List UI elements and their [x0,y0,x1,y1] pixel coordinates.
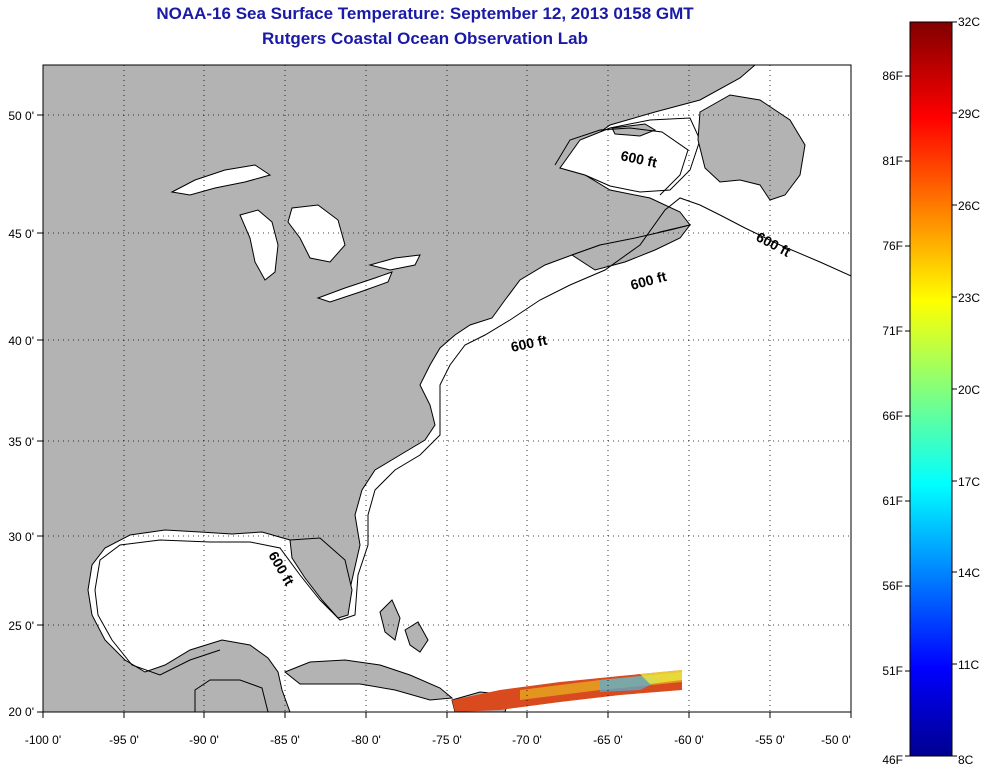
anticosti-island [611,123,657,137]
fahrenheit-label: 46F [882,753,903,767]
celsius-label: 26C [958,199,980,213]
fahrenheit-label: 61F [882,494,903,508]
color-scale-bar [909,21,953,757]
lake-huron [287,204,346,263]
lake-michigan [239,209,279,281]
fahrenheit-label: 86F [882,69,903,83]
florida-land [289,537,353,619]
map-title: NOAA-16 Sea Surface Temperature: Septemb… [156,4,694,23]
lat-label: 25 0' [8,619,34,633]
isobath-600ft [94,197,851,676]
lon-label: -95 0' [109,733,139,747]
fahrenheit-label: 81F [882,154,903,168]
celsius-label: 29C [958,107,980,121]
lat-label: 50 0' [8,109,34,123]
lat-label: 35 0' [8,435,34,449]
lon-label: -50 0' [821,733,851,747]
north-america-land [43,65,756,712]
celsius-label: 11C [958,658,979,672]
bahamas-land [379,599,401,641]
contour-label: 600 ft [619,147,658,170]
newfoundland-land [697,94,806,201]
lon-label: -75 0' [432,733,462,747]
tick-marks [37,114,852,718]
celsius-label: 20C [958,383,980,397]
celsius-label: 32C [958,15,980,29]
lat-label: 30 0' [8,530,34,544]
lon-label: -55 0' [755,733,785,747]
lake-superior [170,164,272,196]
celsius-label: 8C [958,753,974,767]
lon-label: -70 0' [512,733,542,747]
lake-erie [316,271,393,303]
yucatan-land [194,679,269,712]
celsius-label: 14C [958,566,980,580]
lat-label: 20 0' [8,705,34,719]
lat-label: 45 0' [8,227,34,241]
lon-label: -65 0' [593,733,623,747]
fahrenheit-label: 76F [882,239,903,253]
fahrenheit-label: 51F [882,664,903,678]
fahrenheit-label: 66F [882,409,903,423]
bahamas-land-2 [404,621,429,653]
cuba-land [284,659,454,701]
fahrenheit-label: 71F [882,324,903,338]
lon-label: -80 0' [351,733,381,747]
lon-label: -90 0' [189,733,219,747]
lon-label: -100 0' [25,733,61,747]
colorbar-ticks [905,21,957,757]
lat-label: 40 0' [8,334,34,348]
lon-label: -85 0' [270,733,300,747]
map-subtitle: Rutgers Coastal Ocean Observation Lab [262,29,588,48]
lake-ontario [368,254,421,271]
contour-label: 600 ft [509,332,548,355]
lon-label: -60 0' [674,733,704,747]
sst-swath [452,670,682,712]
fahrenheit-label: 56F [882,579,903,593]
celsius-label: 23C [958,291,980,305]
celsius-label: 17C [958,475,980,489]
isobath-600ft-2 [554,127,689,196]
